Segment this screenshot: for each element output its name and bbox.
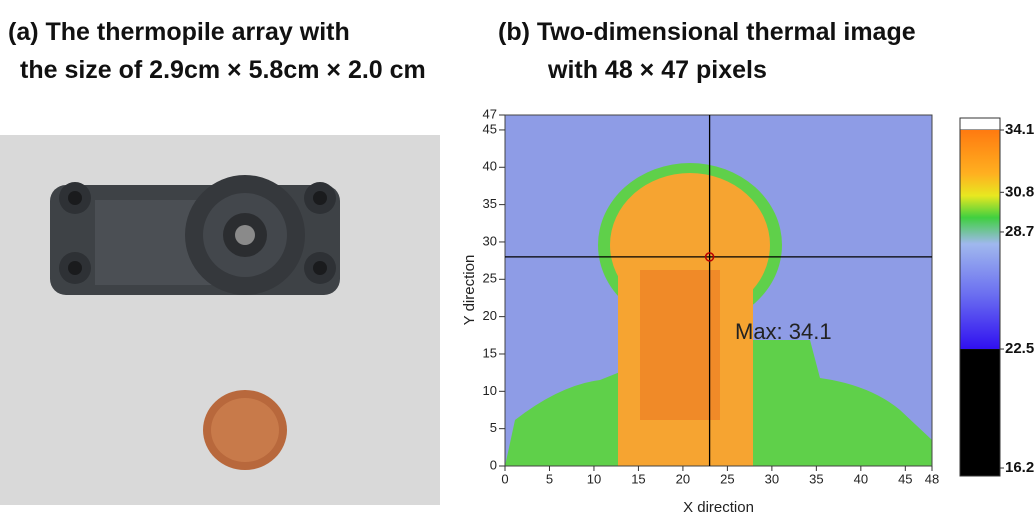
x-tick-label: 20 — [676, 471, 690, 486]
colorbar-tick-label: 30.8 — [1005, 183, 1034, 200]
y-tick-label: 20 — [483, 308, 497, 323]
thermal-image — [505, 115, 932, 466]
x-axis-label: X direction — [683, 499, 754, 516]
x-tick-label: 30 — [765, 471, 779, 486]
panel-b-title: (b) Two-dimensional thermal image — [498, 18, 916, 46]
y-axis-label: Y direction — [461, 255, 478, 326]
colorbar-tick-label: 16.2 — [1005, 459, 1034, 476]
y-tick-label: 40 — [483, 159, 497, 174]
annotation: Max: 34.1 — [735, 319, 832, 344]
colorbar-tick-label: 34.1 — [1005, 121, 1034, 138]
x-tick-label: 0 — [501, 471, 508, 486]
colorbar-top — [960, 118, 1000, 130]
x-tick-label: 48 — [925, 471, 939, 486]
y-tick-label: 47 — [483, 106, 497, 121]
photo — [0, 135, 440, 505]
panel-a-title: the size of 2.9cm × 5.8cm × 2.0 cm — [20, 56, 426, 84]
x-tick-label: 10 — [587, 471, 601, 486]
x-tick-label: 25 — [720, 471, 734, 486]
y-tick-label: 0 — [490, 457, 497, 472]
y-tick-label: 15 — [483, 345, 497, 360]
panel-a-title: (a) The thermopile array with — [8, 18, 350, 46]
x-tick-label: 5 — [546, 471, 553, 486]
x-tick-label: 40 — [854, 471, 868, 486]
y-tick-label: 10 — [483, 383, 497, 398]
x-tick-label: 15 — [631, 471, 645, 486]
colorbar-tick-label: 22.5 — [1005, 340, 1034, 357]
colorbar-below — [960, 349, 1000, 476]
y-tick-label: 30 — [483, 233, 497, 248]
colorbar-tick-label: 28.7 — [1005, 223, 1034, 240]
y-tick-label: 5 — [490, 420, 497, 435]
x-tick-label: 35 — [809, 471, 823, 486]
y-tick-label: 45 — [483, 121, 497, 136]
x-tick-label: 45 — [898, 471, 912, 486]
panel-b-title: with 48 × 47 pixels — [547, 56, 767, 84]
figure: (a) The thermopile array with the size o… — [0, 0, 1036, 516]
y-tick-label: 35 — [483, 196, 497, 211]
y-tick-label: 25 — [483, 271, 497, 286]
colorbar-gradient — [960, 130, 1000, 349]
